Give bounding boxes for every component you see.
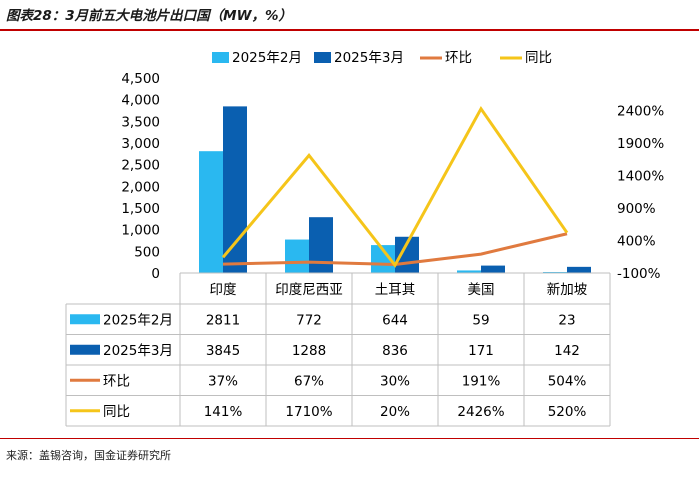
data-label: 2426% <box>457 404 504 420</box>
table-row-swatch <box>70 314 100 325</box>
y-right-tick-label: 2400% <box>617 104 664 120</box>
table-row-label: 环比 <box>103 373 130 389</box>
data-label: 191% <box>462 373 501 389</box>
legend-label: 2025年3月 <box>334 50 404 66</box>
data-label: 1288 <box>292 343 326 359</box>
y-left-tick-label: 2,500 <box>121 158 160 174</box>
data-label: 772 <box>296 312 322 328</box>
bar-mar <box>309 217 333 273</box>
data-label: 836 <box>382 343 408 359</box>
data-label: 142 <box>554 343 580 359</box>
y-left-tick-label: 3,000 <box>121 136 160 152</box>
bar-mar <box>567 266 591 273</box>
table-row-swatch <box>70 344 100 355</box>
bar-feb <box>285 239 309 273</box>
y-right-tick-label: 1900% <box>617 136 664 152</box>
legend-label: 2025年2月 <box>232 50 302 66</box>
legend-swatch <box>212 52 229 63</box>
data-label: 171 <box>468 343 494 359</box>
y-right-tick-label: 1400% <box>617 169 664 185</box>
data-label: 644 <box>382 312 408 328</box>
source-rule <box>0 438 699 439</box>
table-row-label: 同比 <box>103 404 130 420</box>
legend-label: 环比 <box>445 50 472 66</box>
y-left-tick-label: 4,000 <box>121 93 160 109</box>
bar-mar <box>481 265 505 273</box>
bar-mar <box>223 106 247 273</box>
legend-label: 同比 <box>525 50 552 66</box>
y-left-tick-label: 1,500 <box>121 201 160 217</box>
legend-swatch <box>314 52 331 63</box>
data-label: 20% <box>380 404 410 420</box>
x-category-label: 印度尼西亚 <box>275 282 343 298</box>
x-category-label: 美国 <box>468 282 495 298</box>
data-label: 23 <box>558 312 575 328</box>
data-label: 504% <box>548 373 587 389</box>
y-left-tick-label: 3,500 <box>121 114 160 130</box>
title-rule <box>0 29 699 31</box>
data-label: 59 <box>472 312 489 328</box>
y-right-tick-label: -100% <box>617 266 661 282</box>
y-left-tick-label: 1,000 <box>121 223 160 239</box>
data-label: 141% <box>204 404 243 420</box>
data-label: 2811 <box>206 312 240 328</box>
y-left-tick-label: 500 <box>134 244 160 260</box>
bar-feb <box>457 270 481 273</box>
data-label: 67% <box>294 373 324 389</box>
table-row-label: 2025年2月 <box>103 312 173 328</box>
bar-feb <box>199 151 223 273</box>
x-category-label: 土耳其 <box>375 282 416 298</box>
y-left-tick-label: 2,000 <box>121 179 160 195</box>
table-row-label: 2025年3月 <box>103 343 173 359</box>
y-right-tick-label: 400% <box>617 234 656 250</box>
data-label: 37% <box>208 373 238 389</box>
yoy-line <box>221 105 569 268</box>
y-right-tick-label: 900% <box>617 201 656 217</box>
y-left-tick-label: 4,500 <box>121 71 160 87</box>
data-label: 520% <box>548 404 587 420</box>
source-note: 来源：盖锡咨询，国金证券研究所 <box>6 449 171 462</box>
x-category-label: 印度 <box>210 282 237 298</box>
x-category-label: 新加坡 <box>547 282 588 298</box>
data-label: 3845 <box>206 343 240 359</box>
chart-title: 图表28：3月前五大电池片出口国（MW，%） <box>6 8 293 24</box>
data-label: 30% <box>380 373 410 389</box>
y-left-tick-label: 0 <box>151 266 160 282</box>
data-label: 1710% <box>285 404 332 420</box>
